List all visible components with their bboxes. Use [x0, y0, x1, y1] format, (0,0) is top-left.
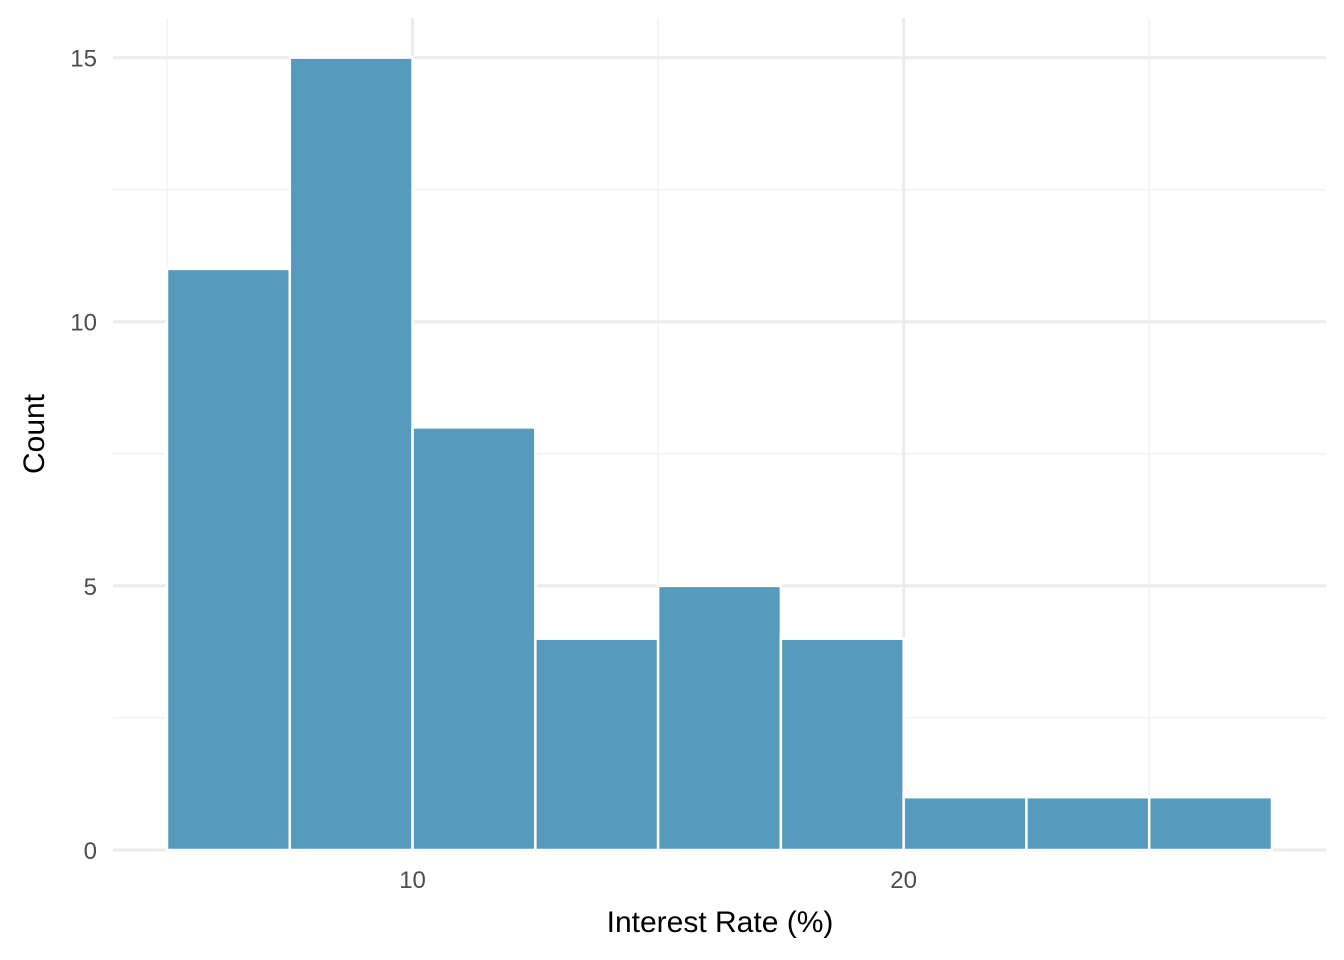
histogram-bar-3	[411, 426, 537, 852]
x-tick-label: 20	[890, 867, 917, 894]
histogram-bar-8	[1025, 795, 1151, 852]
y-axis-title: Count	[18, 393, 51, 474]
x-axis-tick-labels: 10 20	[399, 867, 917, 894]
x-axis-title: Interest Rate (%)	[607, 906, 834, 939]
histogram-bar-5	[656, 584, 783, 852]
y-tick-label: 0	[84, 838, 97, 865]
y-tick-label: 15	[70, 46, 97, 73]
histogram-bar-6	[779, 637, 905, 852]
y-tick-label: 10	[70, 310, 97, 337]
y-tick-label: 5	[84, 574, 97, 601]
histogram-bar-7	[902, 795, 1028, 852]
x-tick-label: 10	[399, 867, 426, 894]
histogram-bars	[165, 56, 1274, 852]
y-axis-tick-labels: 0 5 10 15	[70, 46, 97, 865]
histogram-bar-4	[534, 637, 660, 852]
histogram-bar-2	[288, 56, 414, 852]
histogram-bar-1	[165, 267, 292, 852]
histogram-bar-9	[1147, 795, 1274, 852]
